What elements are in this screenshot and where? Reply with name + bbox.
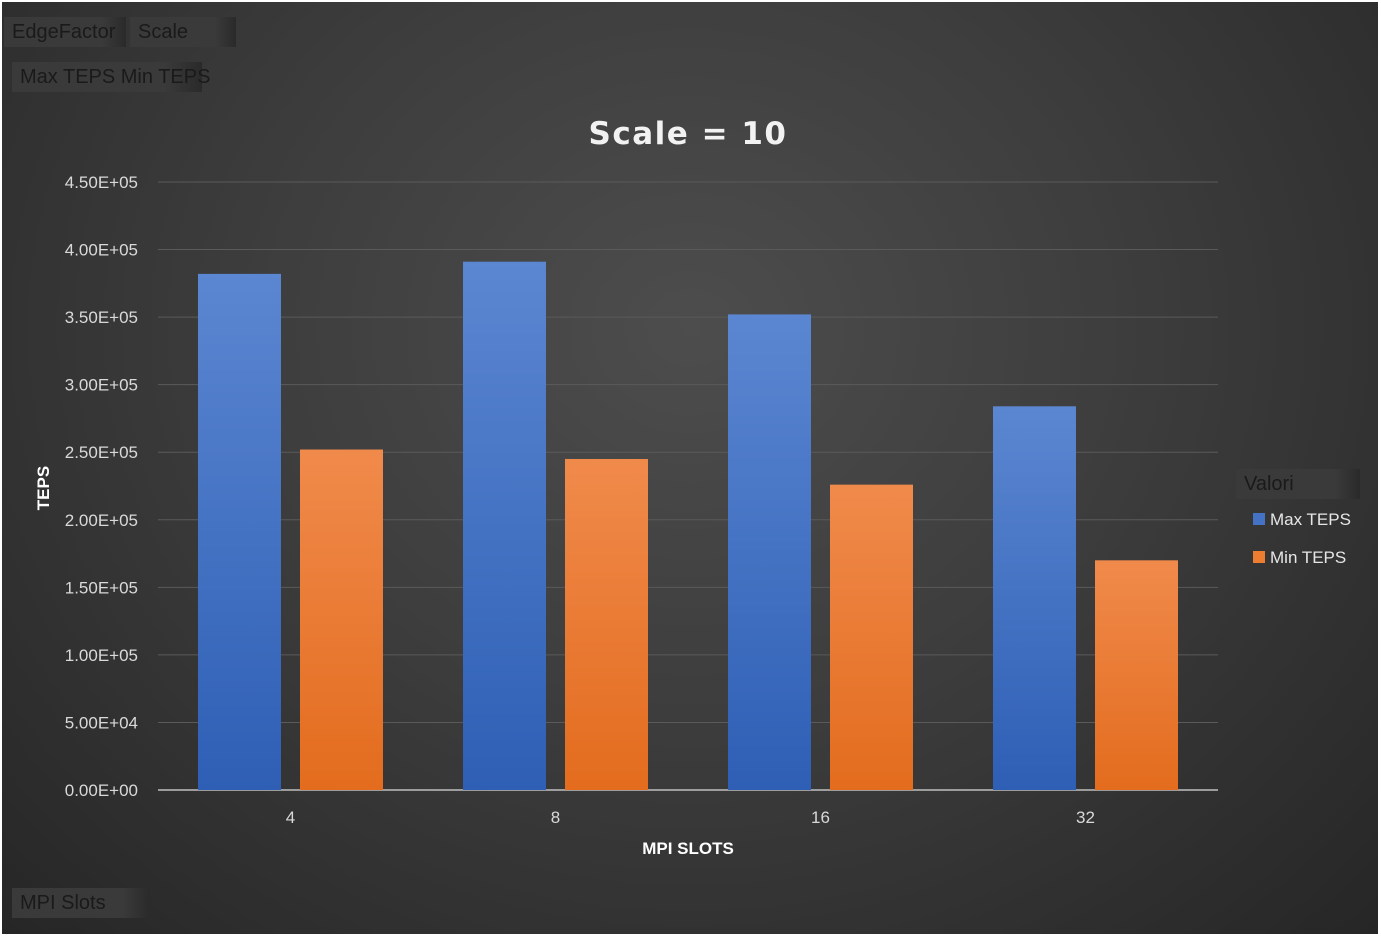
tick-labels: 0.00E+00 5.00E+04 1.00E+05 1.50E+05 2.00E+05… xyxy=(65,173,1095,827)
y-tick-label: 5.00E+04 xyxy=(65,713,138,732)
legend-label: Max TEPS xyxy=(1270,510,1351,529)
y-tick-label: 3.00E+05 xyxy=(65,376,138,395)
max-teps-bar[interactable] xyxy=(728,314,811,790)
x-axis-title: MPI SLOTS xyxy=(642,839,734,858)
edgefactor-field-button[interactable]: EdgeFactor xyxy=(4,17,126,47)
y-tick-label: 4.50E+05 xyxy=(65,173,138,192)
values-field-button[interactable]: Max TEPS Min TEPS xyxy=(12,62,210,92)
y-tick-label: 2.50E+05 xyxy=(65,443,138,462)
x-tick-label: 4 xyxy=(286,808,295,827)
x-tick-label: 16 xyxy=(811,808,830,827)
x-tick-label: 32 xyxy=(1076,808,1095,827)
legend-swatch xyxy=(1253,551,1265,563)
y-axis-title: TEPS xyxy=(34,466,53,510)
legend-swatch xyxy=(1253,513,1265,525)
min-teps-bar[interactable] xyxy=(565,458,648,790)
y-tick-label: 3.50E+05 xyxy=(65,308,138,327)
max-teps-bar[interactable] xyxy=(463,261,546,790)
y-tick-label: 1.50E+05 xyxy=(65,578,138,597)
y-tick-label: 4.00E+05 xyxy=(65,241,138,260)
legend: Max TEPS Min TEPS xyxy=(1253,510,1351,567)
scale-field-button[interactable]: Scale xyxy=(130,17,236,47)
y-tick-label: 2.00E+05 xyxy=(65,511,138,530)
legend-field-button[interactable]: Valori xyxy=(1236,469,1360,499)
legend-item-max-teps[interactable]: Max TEPS xyxy=(1253,510,1351,529)
min-teps-bar[interactable] xyxy=(830,484,913,790)
y-tick-label: 0.00E+00 xyxy=(65,781,138,800)
min-teps-bar[interactable] xyxy=(1095,560,1178,790)
bars xyxy=(198,261,1178,790)
legend-item-min-teps[interactable]: Min TEPS xyxy=(1253,548,1346,567)
mpi-slots-field-button[interactable]: MPI Slots xyxy=(12,888,150,918)
max-teps-bar[interactable] xyxy=(993,406,1076,790)
min-teps-bar[interactable] xyxy=(300,449,383,790)
max-teps-bar[interactable] xyxy=(198,273,281,790)
y-tick-label: 1.00E+05 xyxy=(65,646,138,665)
chart-title: Scale = 10 xyxy=(589,116,788,152)
legend-label: Min TEPS xyxy=(1270,548,1346,567)
x-tick-label: 8 xyxy=(551,808,560,827)
